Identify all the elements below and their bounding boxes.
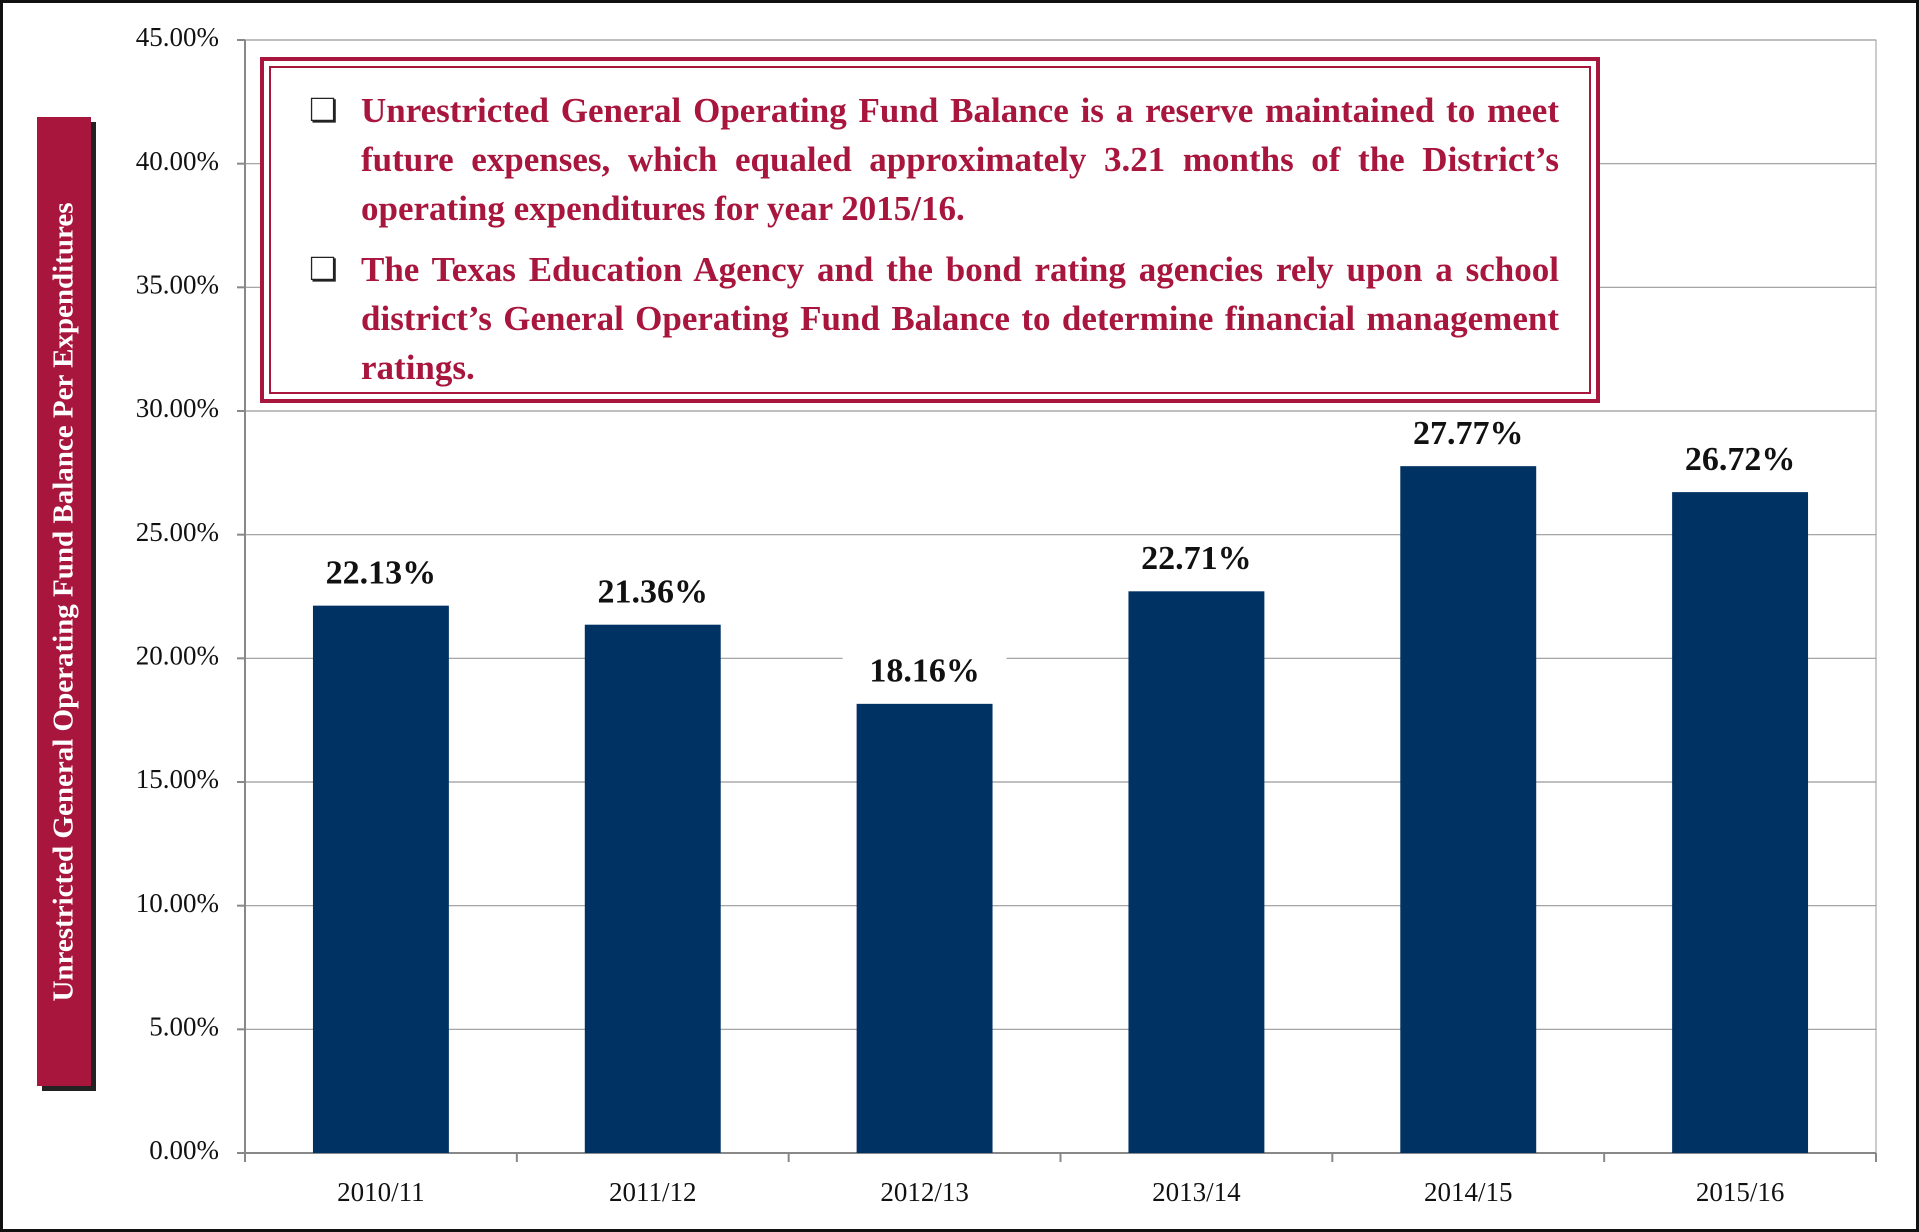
- x-tick-label: 2012/13: [880, 1177, 969, 1207]
- annotation-box: Unrestricted General Operating Fund Bala…: [260, 57, 1600, 403]
- value-label-bg: [570, 572, 735, 617]
- bar: [1672, 492, 1809, 1153]
- annotation-inner: Unrestricted General Operating Fund Bala…: [269, 66, 1591, 394]
- value-label-bg: [1114, 539, 1279, 584]
- value-label: 27.77%: [1413, 415, 1524, 452]
- x-tick-label: 2010/11: [337, 1177, 425, 1207]
- y-tick-label: 15.00%: [136, 764, 219, 794]
- y-axis-label-box: Unrestricted General Operating Fund Bala…: [37, 117, 91, 1086]
- x-tick-label: 2013/14: [1152, 1177, 1241, 1207]
- value-label: 18.16%: [869, 653, 980, 690]
- x-tick-label: 2011/12: [609, 1177, 697, 1207]
- value-label-bg: [298, 553, 463, 598]
- y-axis-label: Unrestricted General Operating Fund Bala…: [47, 201, 80, 1002]
- value-label: 22.13%: [326, 554, 437, 591]
- y-tick-label: 25.00%: [136, 517, 219, 547]
- annotation: Unrestricted General Operating Fund Bala…: [309, 86, 1559, 233]
- y-tick-label: 5.00%: [149, 1012, 219, 1042]
- y-tick-label: 0.00%: [149, 1135, 219, 1165]
- bar: [584, 624, 721, 1153]
- x-tick-label: 2015/16: [1696, 1177, 1785, 1207]
- value-label-bg: [1658, 440, 1823, 485]
- y-tick-label: 30.00%: [136, 393, 219, 423]
- bar: [856, 703, 993, 1153]
- x-tick-label: 2014/15: [1424, 1177, 1513, 1207]
- y-tick-label: 35.00%: [136, 270, 219, 300]
- value-label: 26.72%: [1685, 441, 1796, 478]
- y-tick-label: 10.00%: [136, 888, 219, 918]
- bar: [1128, 591, 1265, 1153]
- chart: 0.00% 5.00% 10.00% 15.00% 20.00% 25.00% 30.00%…: [136, 22, 1877, 1207]
- y-tick-label: 40.00%: [136, 146, 219, 176]
- value-label-bg: [842, 651, 1007, 696]
- value-label: 21.36%: [598, 573, 709, 610]
- y-tick-label: 45.00%: [136, 22, 219, 52]
- value-label: 22.71%: [1141, 540, 1252, 577]
- value-label-bg: [1386, 414, 1551, 459]
- annotation: The Texas Education Agency and the bond …: [309, 245, 1559, 392]
- y-tick-label: 20.00%: [136, 641, 219, 671]
- bar: [312, 605, 449, 1153]
- bar: [1400, 466, 1537, 1153]
